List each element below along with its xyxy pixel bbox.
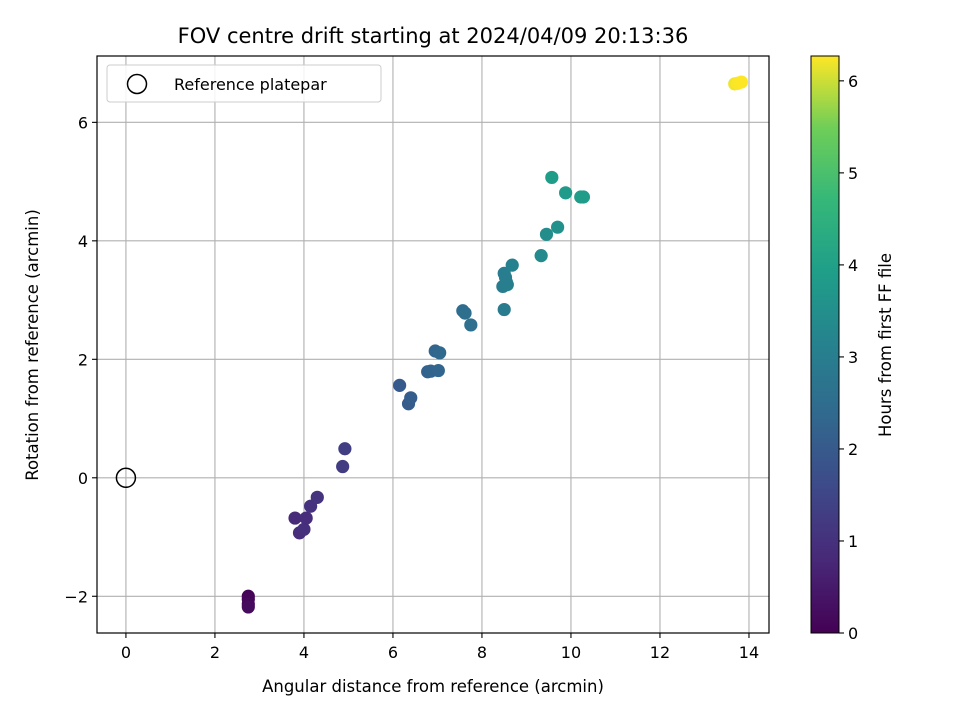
data-point: [299, 511, 313, 525]
data-points: [115, 75, 749, 614]
y-tick-label: 6: [78, 113, 88, 132]
data-point: [576, 190, 591, 204]
x-tick-label: 10: [561, 643, 581, 662]
data-point: [498, 270, 513, 285]
data-point: [458, 306, 472, 320]
data-point: [433, 346, 447, 360]
data-point: [297, 522, 311, 536]
x-tick-label: 14: [739, 643, 759, 662]
colorbar-tick-label: 3: [848, 348, 858, 367]
colorbar-ticks: 0 1 2 3 4 5 6: [839, 72, 858, 643]
data-point: [310, 490, 324, 504]
x-tick-label: 12: [650, 643, 670, 662]
data-point: [338, 442, 352, 456]
data-point: [545, 170, 559, 185]
data-point: [288, 511, 302, 525]
colorbar-tick-label: 6: [848, 72, 858, 91]
x-tick-label: 4: [299, 643, 309, 662]
chart-title: FOV centre drift starting at 2024/04/09 …: [178, 24, 689, 48]
colorbar-tick-label: 5: [848, 164, 858, 183]
data-point: [559, 186, 573, 200]
data-point: [534, 249, 548, 263]
y-tick-label: 4: [78, 232, 88, 251]
data-point: [404, 391, 418, 405]
y-axis-ticks: −2 0 2 4 6: [64, 113, 97, 606]
legend-label-reference: Reference platepar: [174, 75, 327, 94]
data-point: [539, 227, 554, 241]
y-tick-label: −2: [64, 587, 88, 606]
x-tick-label: 6: [388, 643, 398, 662]
colorbar-tick-label: 2: [848, 440, 858, 459]
legend-marker-reference: [126, 73, 148, 95]
data-point: [464, 318, 478, 332]
plot-area-frame: [96, 55, 770, 634]
data-point: [336, 459, 350, 474]
y-tick-label: 2: [78, 350, 88, 369]
data-point: [431, 363, 445, 378]
reference-platepar-marker: [115, 467, 137, 489]
x-tick-label: 0: [121, 643, 131, 662]
data-point: [241, 600, 255, 614]
data-point: [393, 378, 407, 392]
x-tick-label: 8: [477, 643, 487, 662]
data-point: [551, 220, 565, 234]
y-tick-label: 0: [78, 469, 88, 488]
data-point: [497, 302, 511, 317]
grid-lines: [97, 56, 769, 633]
x-tick-label: 2: [210, 643, 220, 662]
x-axis-ticks: 0 2 4 6 8 10 12 14: [121, 633, 759, 662]
x-axis-title: Angular distance from reference (arcmin): [262, 677, 604, 696]
colorbar-title: Hours from first FF file: [876, 253, 895, 437]
data-point: [734, 75, 749, 89]
colorbar-tick-label: 4: [848, 256, 858, 275]
colorbar-tick-label: 1: [848, 532, 858, 551]
data-point: [505, 258, 519, 272]
legend-box: [106, 64, 382, 103]
y-axis-title: Rotation from reference (arcmin): [23, 209, 42, 481]
colorbar-tick-label: 0: [848, 624, 858, 643]
legend: Reference platepar: [106, 64, 382, 103]
colorbar: [810, 55, 840, 634]
